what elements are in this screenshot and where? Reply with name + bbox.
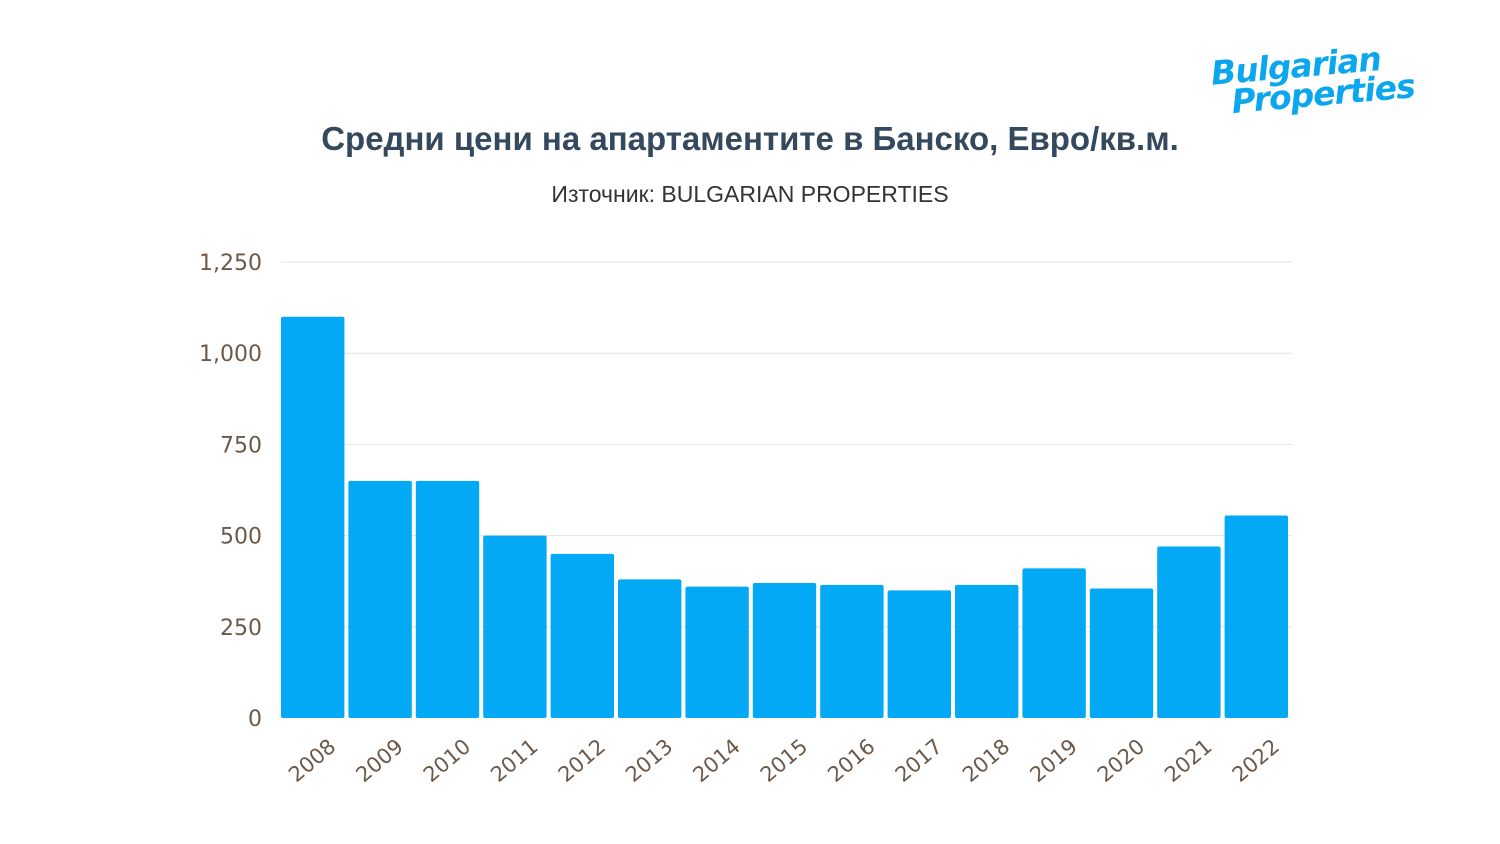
- x-tick-label: 2022: [1228, 734, 1284, 787]
- bar-2020: [1089, 588, 1154, 718]
- y-tick-label: 750: [220, 433, 262, 458]
- y-tick-label: 500: [220, 525, 262, 550]
- y-tick-label: 1,250: [199, 251, 262, 276]
- bar-2019: [1022, 568, 1086, 718]
- bar-2021: [1157, 546, 1221, 718]
- x-tick-label: 2009: [351, 734, 407, 787]
- bar-2018: [955, 584, 1019, 718]
- bar-2017: [887, 590, 951, 718]
- bar-2008: [281, 316, 345, 718]
- bar-2015: [752, 583, 817, 718]
- bar-2012: [550, 553, 614, 718]
- y-tick-label: 250: [220, 616, 262, 641]
- x-tick-label: 2019: [1025, 734, 1081, 787]
- bar-2022: [1224, 515, 1288, 718]
- x-tick-label: 2017: [891, 734, 947, 787]
- bar-2010: [415, 480, 480, 718]
- x-tick-label: 2012: [554, 734, 610, 787]
- x-tick-label: 2014: [688, 734, 744, 787]
- bar-2013: [618, 579, 682, 718]
- x-tick-label: 2021: [1160, 734, 1216, 787]
- x-tick-label: 2008: [284, 734, 340, 787]
- bar-2016: [820, 584, 884, 718]
- x-tick-label: 2015: [756, 734, 812, 787]
- chart-title: Средни цени на апартаментите в Банско, Е…: [321, 120, 1179, 157]
- y-tick-label: 1,000: [199, 342, 262, 367]
- x-tick-label: 2013: [621, 734, 677, 787]
- y-tick-label: 0: [248, 707, 262, 732]
- bar-2009: [348, 480, 412, 718]
- x-tick-label: 2010: [419, 734, 475, 787]
- x-tick-label: 2011: [486, 734, 542, 787]
- bar-2014: [685, 586, 749, 718]
- x-tick-label: 2016: [823, 734, 879, 787]
- chart-subtitle: Източник: BULGARIAN PROPERTIES: [551, 181, 949, 207]
- bar-2011: [483, 535, 547, 718]
- x-tick-label: 2020: [1093, 734, 1149, 787]
- x-tick-label: 2018: [958, 734, 1014, 787]
